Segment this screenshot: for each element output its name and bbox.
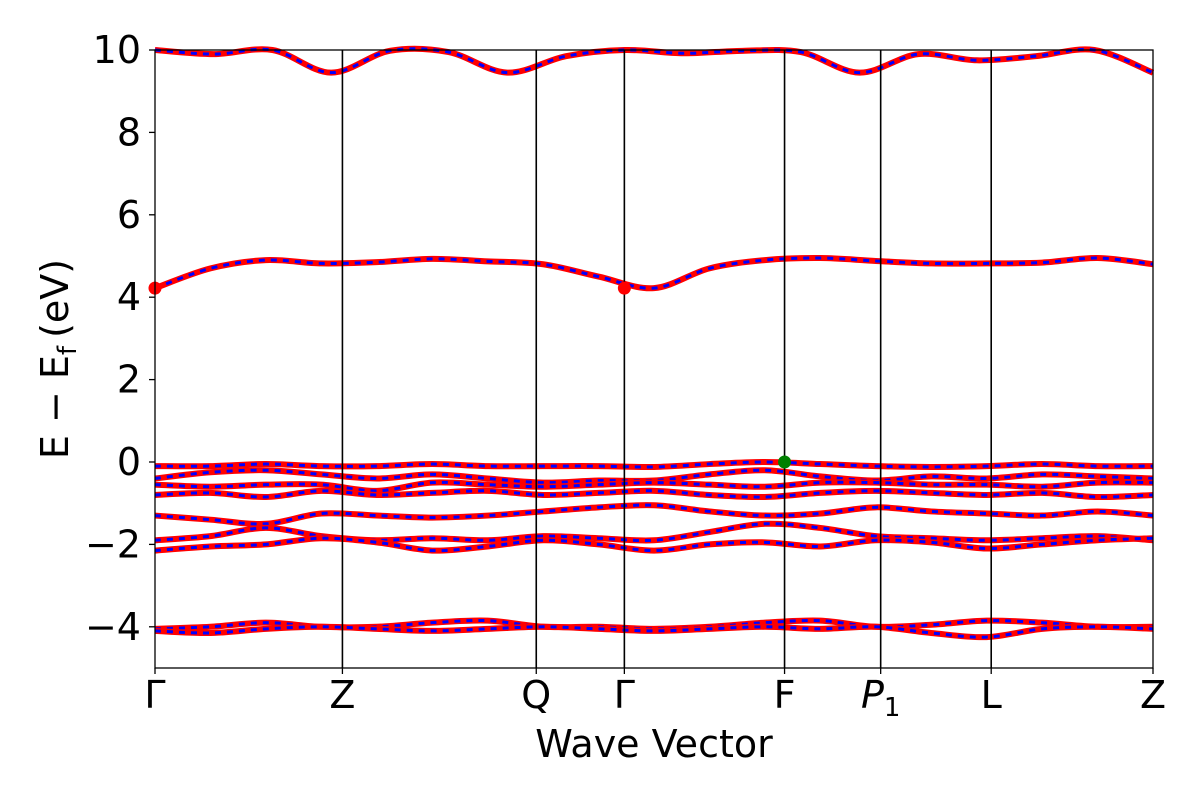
- y-axis-label: E − Ef (eV): [33, 259, 83, 459]
- band-valence-5-spin-up: [154, 502, 1154, 527]
- band-valence-1-spin-down: [154, 460, 1154, 469]
- y-tick-label: 8: [117, 110, 141, 154]
- y-tick-label: 6: [117, 193, 141, 237]
- kpoint-lines: [341, 50, 993, 668]
- y-tick-label: −4: [85, 605, 141, 649]
- x-axis-label: Wave Vector: [535, 722, 773, 766]
- cbm-point: [617, 281, 631, 295]
- y-tick-label: 2: [117, 358, 141, 402]
- band-conduction-band-spin-up: [153, 255, 1154, 292]
- band-valence-4-spin-up: [154, 487, 1154, 501]
- vbm-point: [778, 455, 792, 469]
- x-tick-label-main: P: [861, 673, 884, 717]
- x-tick-label: Γ: [144, 673, 165, 717]
- y-tick-label: 0: [117, 440, 141, 484]
- x-tick-label: Q: [521, 673, 551, 717]
- y-axis-label-unit: (eV): [33, 259, 77, 338]
- x-tick-label: Γ: [614, 673, 635, 717]
- x-tick-label: P1: [861, 673, 900, 723]
- bands-layer: [153, 45, 1155, 641]
- band-upper-band-1-spin-up: [154, 45, 1155, 76]
- x-axis: Γ Z Q Γ F P1 L Z: [144, 668, 1166, 723]
- y-axis: −4 −2 0 2 4 6 8 10: [85, 28, 155, 649]
- y-tick-label: 4: [117, 275, 141, 319]
- band-deep-1-spin-down: [154, 618, 1154, 631]
- band-valence-4-spin-down: [154, 489, 1154, 499]
- band-deep-2-spin-down: [154, 625, 1154, 639]
- band-valence-3-spin-down: [154, 480, 1154, 493]
- highlight-points: [148, 281, 792, 469]
- y-tick-label: 10: [93, 28, 141, 72]
- plot-frame: [154, 49, 1154, 669]
- y-tick-label: −2: [85, 522, 141, 566]
- y-axis-label-sub: f: [53, 345, 83, 355]
- y-axis-label-main: E − E: [33, 355, 77, 459]
- x-tick-label: Z: [1140, 673, 1166, 717]
- x-tick-label: Z: [329, 673, 355, 717]
- band-conduction-band-spin-down: [154, 256, 1154, 290]
- x-tick-label: F: [774, 673, 796, 717]
- x-tick-label: L: [981, 673, 1002, 717]
- band-valence-7-spin-up: [154, 535, 1154, 554]
- x-tick-label-sub: 1: [884, 693, 901, 723]
